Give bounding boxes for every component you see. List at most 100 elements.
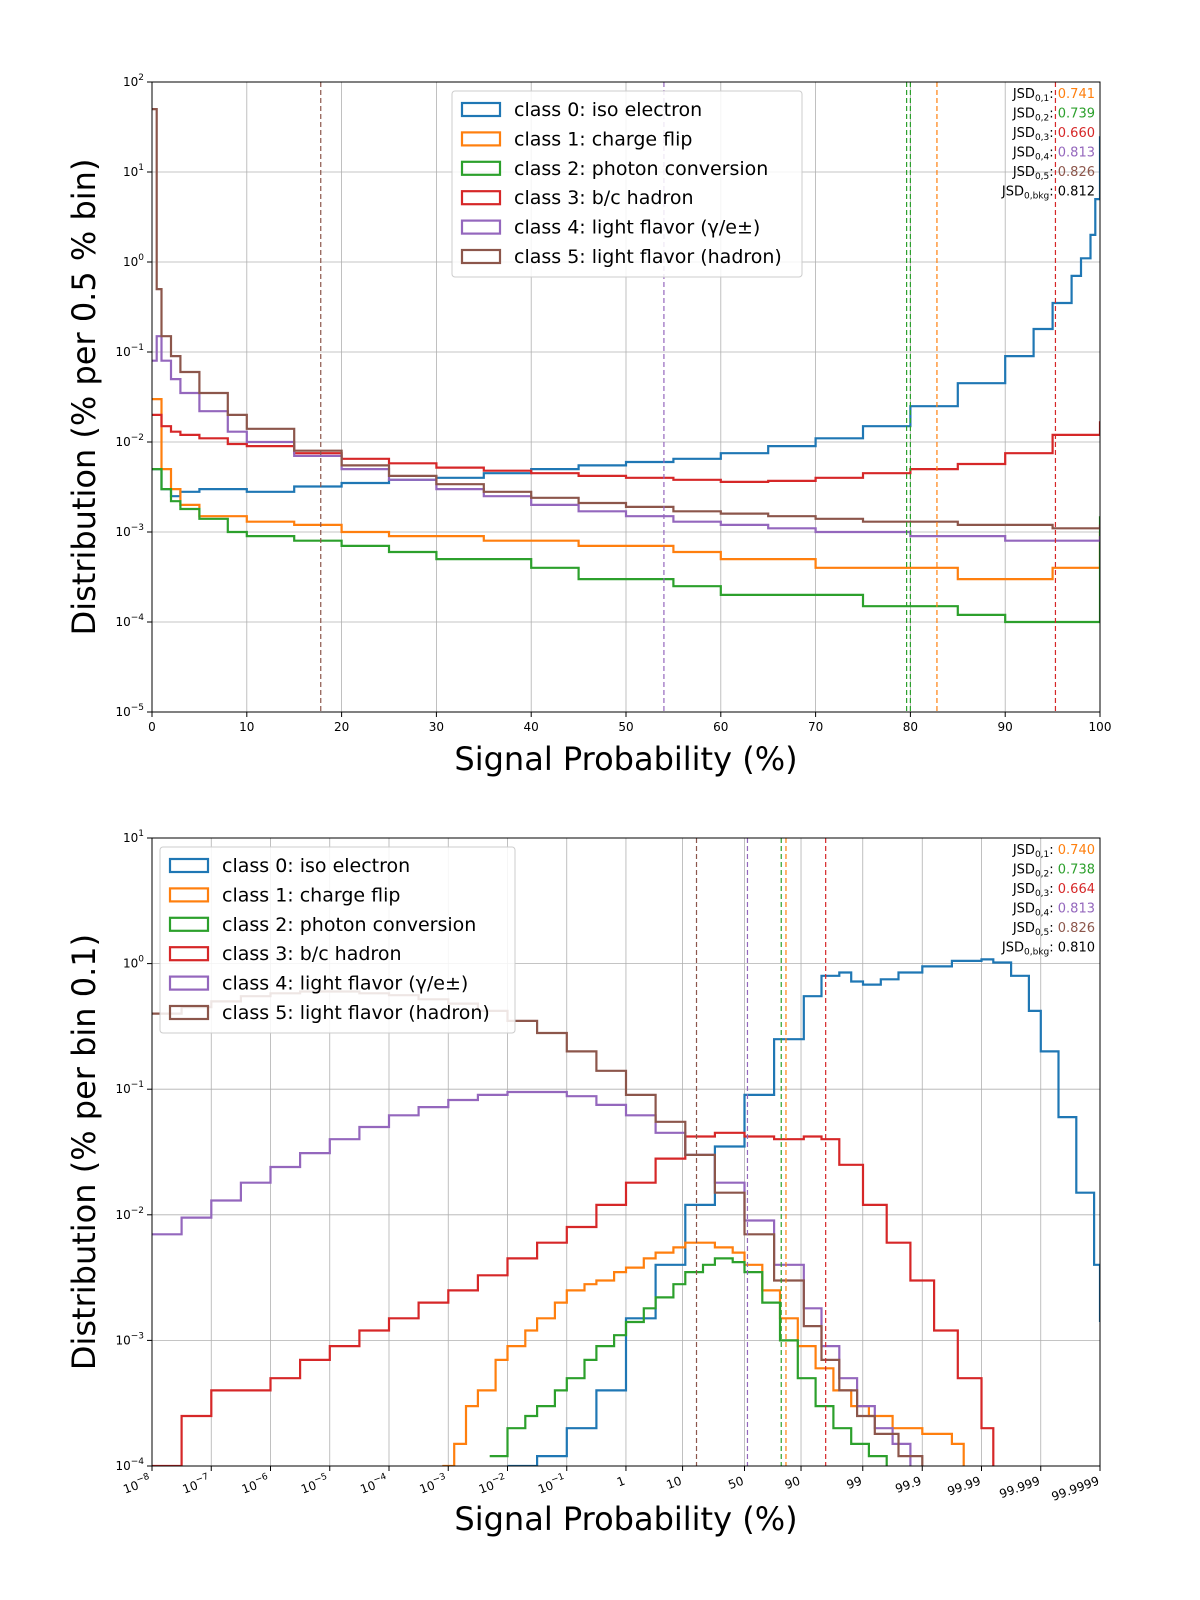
y-tick-label: 100 xyxy=(123,955,144,971)
x-tick-label: 80 xyxy=(903,720,918,734)
jsd-annotations: JSD0,1: 0.740 JSD0,2: 0.738 JSD0,3: 0.664 J… xyxy=(1001,843,1095,958)
legend-entry: class 0: iso electron xyxy=(514,99,702,121)
x-tick-label: 10−7 xyxy=(180,1472,212,1497)
y-tick-label: 10−5 xyxy=(115,703,144,719)
x-tick-label: 60 xyxy=(713,720,728,734)
x-tick-label: 10 xyxy=(239,720,254,734)
x-tick-label: 90 xyxy=(783,1474,802,1492)
y-tick-label: 10−2 xyxy=(115,433,144,449)
legend-box xyxy=(451,90,803,278)
x-tick-label: 10−5 xyxy=(298,1472,330,1497)
x-tick-label: 90 xyxy=(998,720,1013,734)
x-tick-label: 10 xyxy=(664,1474,683,1492)
jsd-annotation: JSD0,3: 0.660 xyxy=(1012,126,1095,143)
y-tick-label: 10−1 xyxy=(115,343,144,359)
x-tick-label: 10−4 xyxy=(358,1472,391,1497)
x-tick-label: 99.9999 xyxy=(1050,1474,1101,1504)
legend-entry: class 4: light flavor (γ/e±) xyxy=(514,217,760,239)
y-tick-label: 101 xyxy=(123,829,144,845)
legend-entry: class 5: light flavor (hadron) xyxy=(514,246,782,268)
jsd-annotation: JSD0,bkg: 0.812 xyxy=(1001,185,1095,202)
jsd-annotation: JSD0,3: 0.664 xyxy=(1012,882,1095,899)
x-axis-label: Signal Probability (%) xyxy=(454,1500,797,1538)
legend-swatch xyxy=(460,248,502,265)
x-tick-label: 99.9 xyxy=(893,1474,923,1496)
jsd-annotation: JSD0,4: 0.813 xyxy=(1012,902,1095,919)
series-line-class-0 xyxy=(507,958,1100,1466)
legend-entry: class 3: b/c hadron xyxy=(514,187,694,209)
x-tick-label: 0 xyxy=(148,720,156,734)
jsd-annotation: JSD0,2: 0.738 xyxy=(1012,863,1095,880)
x-tick-label: 40 xyxy=(524,720,539,734)
jsd-annotation: JSD0,2: 0.739 xyxy=(1012,107,1095,124)
legend-box xyxy=(159,846,516,1034)
series-line-class-0 xyxy=(152,136,1100,498)
jsd-annotations: JSD0,1: 0.741 JSD0,2: 0.739 JSD0,3: 0.660 J… xyxy=(1001,87,1095,202)
x-tick-label: 100 xyxy=(1089,720,1112,734)
y-axis-label: Distribution (% per 0.5 % bin) xyxy=(65,159,103,636)
jsd-annotation: JSD0,5: 0.826 xyxy=(1012,165,1095,182)
series-line-class-5 xyxy=(152,990,924,1466)
y-tick-label: 10−4 xyxy=(115,1457,144,1473)
legend-entry: class 3: b/c hadron xyxy=(222,943,402,965)
chart-1: 0 10 20 30 40 50 60 70 80 90 100 10−5 10−4 10−3 10−2 10… xyxy=(65,73,1111,778)
y-tick-label: 100 xyxy=(123,253,144,269)
series-line-class-3 xyxy=(152,1131,995,1466)
series-line-class-1 xyxy=(442,1241,965,1466)
x-tick-label: 30 xyxy=(429,720,444,734)
y-axis-label: Distribution (% per bin 0.1) xyxy=(65,934,103,1370)
jsd-annotation: JSD0,1: 0.740 xyxy=(1012,843,1095,860)
legend-swatch xyxy=(460,160,502,176)
y-tick-label: 10−2 xyxy=(115,1206,144,1222)
legend-swatch xyxy=(460,101,502,118)
series-line-class-2 xyxy=(489,1257,888,1466)
series-line-class-1 xyxy=(152,398,1100,581)
chart-2: 10−8 10−7 10−6 10−5 10−4 10−3 10−2 10−1 1 10 50 90 9… xyxy=(65,829,1101,1538)
y-tick-label: 102 xyxy=(123,73,144,89)
legend-swatch xyxy=(460,219,502,235)
jsd-annotation: JSD0,5: 0.826 xyxy=(1012,921,1095,938)
x-tick-label: 1 xyxy=(615,1474,627,1490)
legend-swatch xyxy=(168,946,210,962)
x-tick-label: 20 xyxy=(334,720,349,734)
legend: class 0: iso electron class 1: charge fli… xyxy=(159,846,516,1034)
y-tick-label: 10−3 xyxy=(115,1331,144,1347)
legend-swatch xyxy=(168,916,210,932)
legend-swatch xyxy=(460,190,502,206)
y-tick-label: 10−1 xyxy=(115,1080,144,1096)
jsd-annotation: JSD0,bkg: 0.810 xyxy=(1001,941,1095,958)
y-tick-label: 10−3 xyxy=(115,523,144,539)
legend-swatch xyxy=(168,887,210,903)
x-tick-label: 99 xyxy=(845,1474,864,1492)
legend-swatch xyxy=(460,131,502,147)
legend-entry: class 4: light flavor (γ/e±) xyxy=(222,973,468,995)
x-tick-label: 10−2 xyxy=(476,1472,508,1497)
x-tick-label: 10−8 xyxy=(121,1472,154,1497)
x-tick-label: 50 xyxy=(618,720,633,734)
y-tick-label: 101 xyxy=(123,163,144,179)
x-tick-label: 99.99 xyxy=(945,1474,982,1499)
legend-entry: class 2: photon conversion xyxy=(222,914,476,936)
x-tick-label: 10−3 xyxy=(417,1472,449,1497)
x-tick-label: 70 xyxy=(808,720,823,734)
legend-swatch xyxy=(168,1004,210,1021)
legend: class 0: iso electron class 1: charge fli… xyxy=(451,90,803,278)
jsd-annotation: JSD0,1: 0.741 xyxy=(1012,87,1095,104)
legend-swatch xyxy=(168,857,210,874)
legend-entry: class 0: iso electron xyxy=(222,855,410,877)
x-tick-label: 99.999 xyxy=(998,1474,1042,1502)
legend-swatch xyxy=(168,975,210,991)
x-tick-label: 50 xyxy=(726,1474,745,1492)
x-tick-label: 10−1 xyxy=(535,1472,567,1497)
x-tick-label: 10−6 xyxy=(239,1472,272,1497)
x-axis-label: Signal Probability (%) xyxy=(454,740,797,778)
y-tick-label: 10−4 xyxy=(115,613,144,629)
legend-entry: class 2: photon conversion xyxy=(514,158,768,180)
legend-entry: class 5: light flavor (hadron) xyxy=(222,1002,490,1024)
jsd-annotation: JSD0,4: 0.813 xyxy=(1012,146,1095,163)
legend-entry: class 1: charge flip xyxy=(514,128,692,150)
series-line-class-5 xyxy=(152,108,1100,530)
legend-entry: class 1: charge flip xyxy=(222,884,400,906)
series-line-class-4 xyxy=(152,1090,912,1466)
